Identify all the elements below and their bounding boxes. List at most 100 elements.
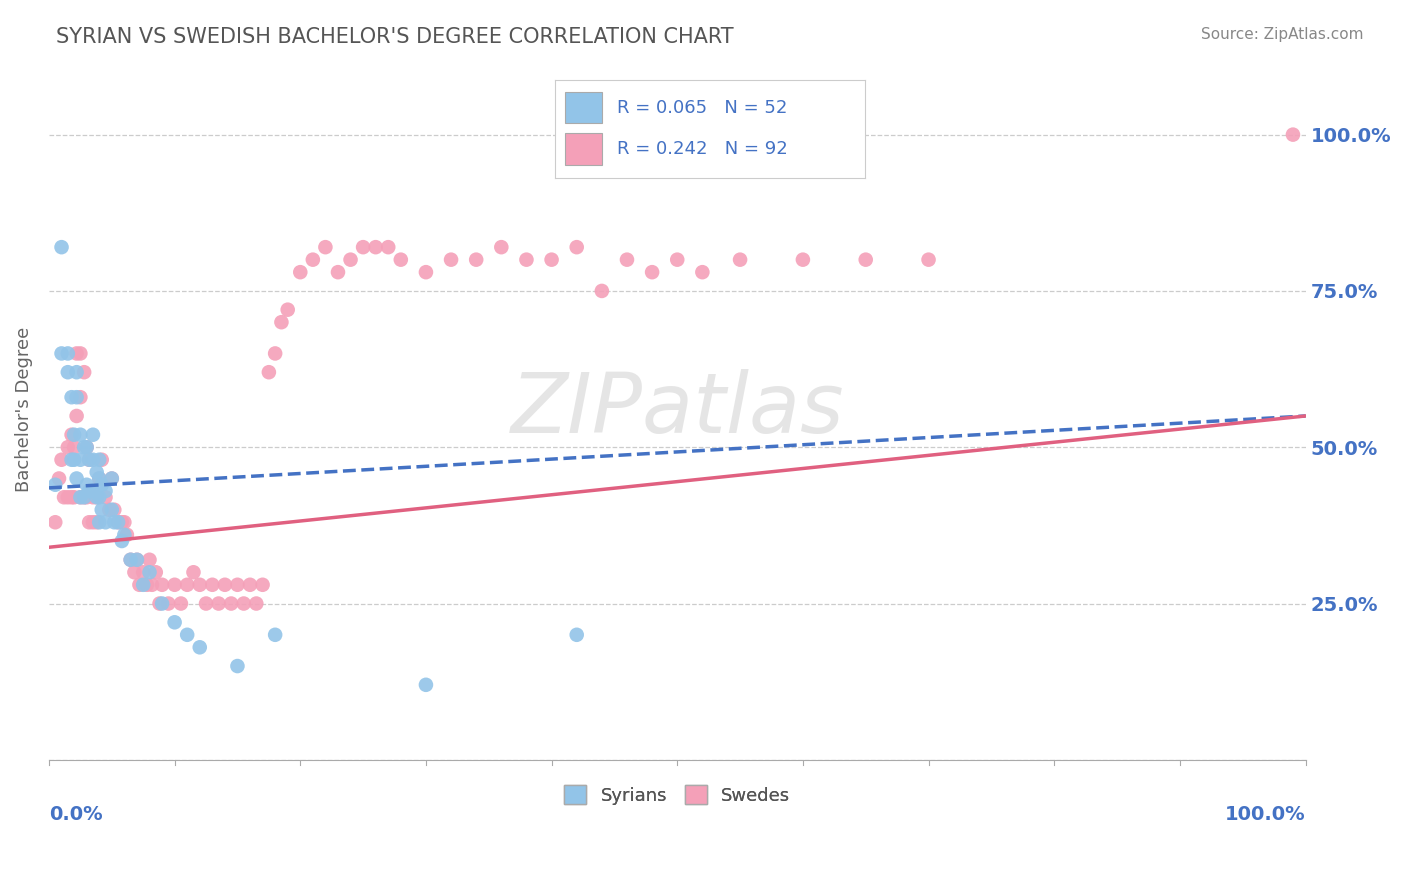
Point xyxy=(56,365,79,379)
Point xyxy=(90,477,112,491)
Point xyxy=(232,597,254,611)
Point xyxy=(69,490,91,504)
Point xyxy=(226,659,249,673)
Point xyxy=(65,471,87,485)
Point xyxy=(56,490,79,504)
Text: 0.0%: 0.0% xyxy=(49,805,103,824)
Point xyxy=(89,452,111,467)
Point xyxy=(239,578,262,592)
Point xyxy=(86,490,108,504)
Point xyxy=(60,390,83,404)
Point xyxy=(65,346,87,360)
Point xyxy=(666,252,689,267)
Point xyxy=(157,597,180,611)
Point xyxy=(270,315,292,329)
Point xyxy=(73,490,96,504)
Point xyxy=(82,427,104,442)
Point xyxy=(82,515,104,529)
Point xyxy=(69,452,91,467)
Point xyxy=(219,597,242,611)
Point xyxy=(132,566,155,580)
Point xyxy=(69,490,91,504)
Point xyxy=(201,578,224,592)
Point xyxy=(314,240,336,254)
Text: R = 0.242   N = 92: R = 0.242 N = 92 xyxy=(617,140,787,158)
Point xyxy=(90,502,112,516)
Point xyxy=(352,240,374,254)
Point xyxy=(170,597,193,611)
Text: ZIPatlas: ZIPatlas xyxy=(510,369,844,450)
Point xyxy=(69,346,91,360)
Point xyxy=(132,578,155,592)
Point xyxy=(728,252,751,267)
Point xyxy=(163,615,186,630)
Point xyxy=(76,477,98,491)
Point xyxy=(120,553,142,567)
Point xyxy=(76,490,98,504)
Point xyxy=(792,252,814,267)
Point xyxy=(163,578,186,592)
Point xyxy=(107,515,129,529)
Point xyxy=(364,240,387,254)
Text: 100.0%: 100.0% xyxy=(1225,805,1306,824)
Point xyxy=(63,427,86,442)
Point xyxy=(82,483,104,498)
Point xyxy=(73,365,96,379)
Point xyxy=(290,265,312,279)
Point xyxy=(82,490,104,504)
Point xyxy=(51,452,73,467)
FancyBboxPatch shape xyxy=(565,92,602,123)
Point xyxy=(77,483,100,498)
Point xyxy=(60,452,83,467)
Point xyxy=(103,502,125,516)
Point xyxy=(176,578,198,592)
Point xyxy=(917,252,939,267)
Point xyxy=(264,628,287,642)
Point xyxy=(1282,128,1305,142)
Point xyxy=(591,284,613,298)
Point xyxy=(565,628,588,642)
Point xyxy=(73,490,96,504)
Point xyxy=(65,390,87,404)
Point xyxy=(138,553,160,567)
Point xyxy=(94,515,117,529)
Point xyxy=(183,566,205,580)
Point xyxy=(176,628,198,642)
Point xyxy=(94,483,117,498)
Point xyxy=(86,490,108,504)
Point xyxy=(69,390,91,404)
Point xyxy=(277,302,299,317)
Point xyxy=(51,240,73,254)
Point xyxy=(540,252,562,267)
Y-axis label: Bachelor's Degree: Bachelor's Degree xyxy=(15,327,32,492)
Point xyxy=(415,265,437,279)
Point xyxy=(76,440,98,454)
Point xyxy=(188,640,211,655)
Point xyxy=(855,252,877,267)
Point xyxy=(641,265,664,279)
Point xyxy=(82,452,104,467)
Text: R = 0.065   N = 52: R = 0.065 N = 52 xyxy=(617,99,787,117)
Point xyxy=(90,452,112,467)
Point xyxy=(107,515,129,529)
Point xyxy=(101,502,124,516)
Point xyxy=(465,252,488,267)
Point xyxy=(257,365,280,379)
Point xyxy=(112,515,135,529)
Point xyxy=(101,471,124,485)
Point xyxy=(60,490,83,504)
Point xyxy=(60,427,83,442)
Point xyxy=(56,440,79,454)
Point xyxy=(264,346,287,360)
Point xyxy=(69,427,91,442)
Point xyxy=(111,515,134,529)
Point xyxy=(44,477,66,491)
Point xyxy=(89,490,111,504)
Point xyxy=(145,566,167,580)
Point xyxy=(63,452,86,467)
Point xyxy=(245,597,267,611)
Point xyxy=(389,252,412,267)
Point xyxy=(195,597,218,611)
Point xyxy=(73,440,96,454)
Point xyxy=(226,578,249,592)
